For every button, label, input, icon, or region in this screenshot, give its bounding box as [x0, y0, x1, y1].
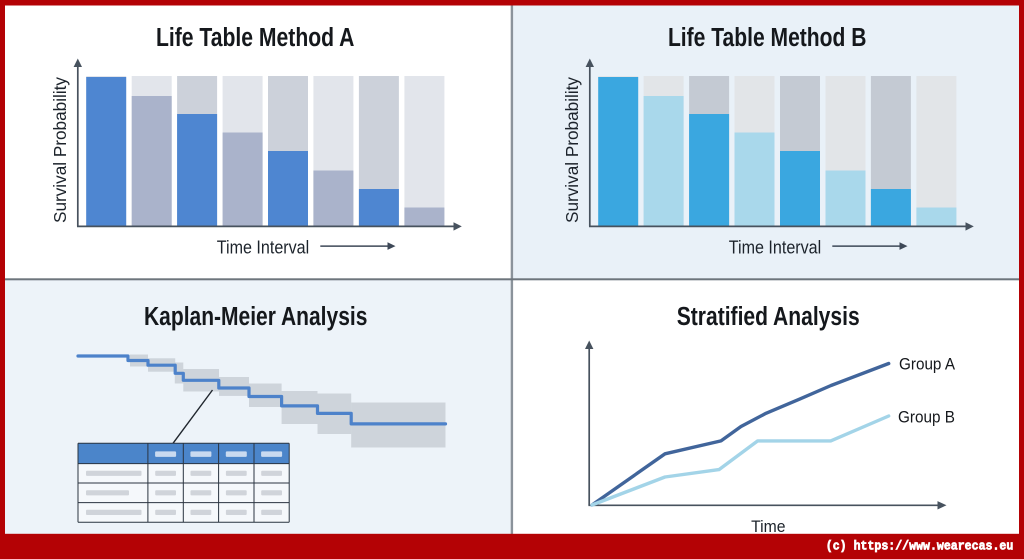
svg-text:Survival Probability: Survival Probability: [562, 77, 582, 223]
svg-text:Life Table Method A: Life Table Method A: [156, 24, 355, 52]
svg-text:Time Interval: Time Interval: [729, 238, 821, 258]
svg-text:Survival Probability: Survival Probability: [50, 77, 70, 223]
svg-text:Time: Time: [751, 518, 785, 536]
svg-text:Kaplan-Meier Analysis: Kaplan-Meier Analysis: [144, 303, 367, 331]
svg-text:Life Table Method B: Life Table Method B: [668, 24, 867, 52]
svg-text:(c) https://www.wearecas.eu: (c) https://www.wearecas.eu: [826, 539, 1014, 554]
svg-text:Stratified Analysis: Stratified Analysis: [677, 303, 860, 331]
svg-text:Time Interval: Time Interval: [217, 238, 309, 258]
svg-text:Group B: Group B: [898, 408, 955, 427]
svg-text:Group A: Group A: [899, 354, 956, 373]
